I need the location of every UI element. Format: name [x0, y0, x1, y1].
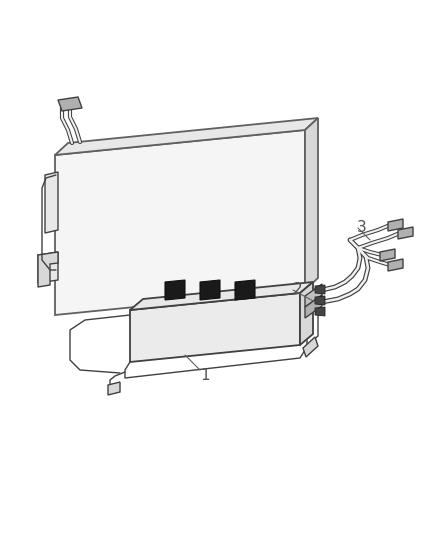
Text: 2: 2: [293, 282, 303, 297]
Polygon shape: [300, 282, 313, 345]
Polygon shape: [315, 296, 325, 305]
Polygon shape: [235, 280, 255, 300]
Polygon shape: [303, 337, 318, 357]
Polygon shape: [200, 280, 220, 300]
Polygon shape: [388, 219, 403, 231]
Polygon shape: [305, 118, 318, 290]
Polygon shape: [130, 293, 300, 362]
Polygon shape: [388, 259, 403, 271]
Polygon shape: [55, 118, 318, 155]
Polygon shape: [130, 282, 313, 310]
Text: 3: 3: [357, 221, 367, 236]
Polygon shape: [305, 295, 322, 318]
Polygon shape: [108, 382, 120, 395]
Polygon shape: [315, 285, 325, 294]
Polygon shape: [38, 252, 58, 283]
Polygon shape: [315, 307, 325, 316]
Text: 1: 1: [200, 367, 210, 383]
Polygon shape: [45, 172, 58, 233]
Polygon shape: [165, 280, 185, 300]
Polygon shape: [58, 97, 82, 111]
Polygon shape: [55, 130, 305, 315]
Polygon shape: [380, 249, 395, 261]
Polygon shape: [398, 227, 413, 239]
Polygon shape: [305, 284, 322, 307]
Polygon shape: [38, 252, 58, 287]
